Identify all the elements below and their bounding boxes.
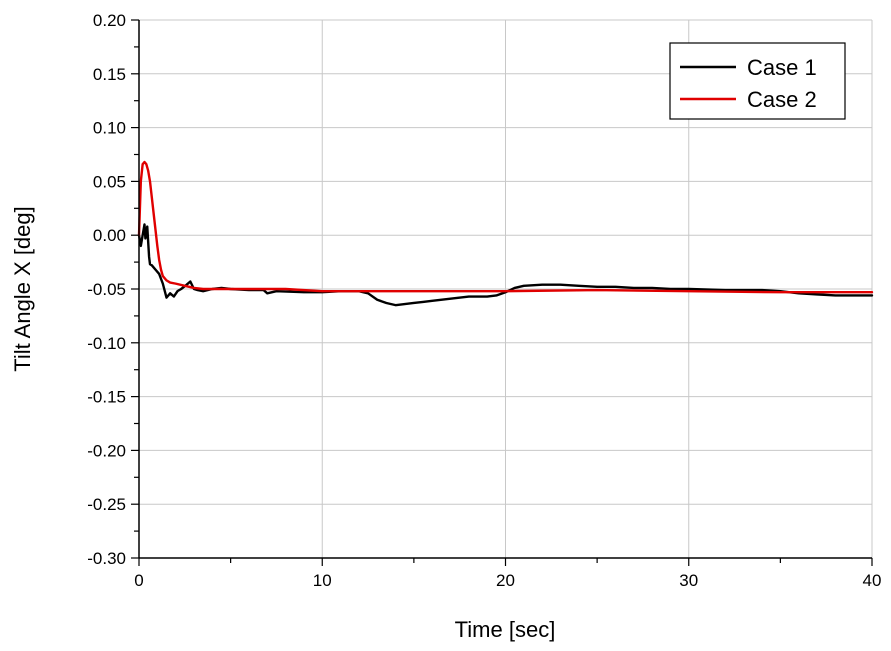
- y-tick-label-0: -0.30: [87, 549, 126, 568]
- series-layer: [137, 160, 874, 307]
- ticks: 0 10 20 30 40 -0.30 -0.25 -0.20 -0.15 -0.10 -0.05 0…: [87, 11, 881, 590]
- x-tick-label-3: 30: [679, 571, 698, 590]
- grid: [139, 19, 873, 558]
- series-line-case-2: [137, 160, 874, 294]
- x-tick-label-0: 0: [134, 571, 143, 590]
- y-tick-label-10: 0.20: [93, 11, 126, 30]
- x-axis-title: Time [sec]: [455, 617, 556, 642]
- x-tick-label-1: 10: [313, 571, 332, 590]
- y-tick-label-5: -0.05: [87, 280, 126, 299]
- y-tick-label-9: 0.15: [93, 65, 126, 84]
- legend-label-1: Case 1: [747, 55, 817, 80]
- y-tick-label-2: -0.20: [87, 441, 126, 460]
- y-tick-label-7: 0.05: [93, 172, 126, 191]
- x-tick-label-4: 40: [863, 571, 882, 590]
- legend: Case 1 Case 2: [669, 42, 846, 120]
- y-tick-label-6: 0.00: [93, 226, 126, 245]
- legend-box: [669, 42, 846, 120]
- y-tick-label-4: -0.10: [87, 334, 126, 353]
- legend-label-2: Case 2: [747, 87, 817, 112]
- y-axis-title: Tilt Angle X [deg]: [10, 206, 35, 372]
- y-tick-label-8: 0.10: [93, 119, 126, 138]
- y-tick-label-1: -0.25: [87, 495, 126, 514]
- y-tick-label-3: -0.15: [87, 388, 126, 407]
- x-tick-label-2: 20: [496, 571, 515, 590]
